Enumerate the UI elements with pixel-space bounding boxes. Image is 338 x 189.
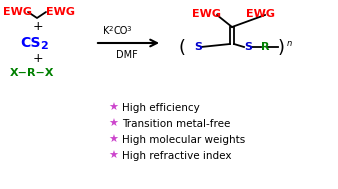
Text: ★: ★ [108,151,118,161]
Text: CS: CS [20,36,41,50]
Text: +: + [33,51,43,64]
Text: ★: ★ [108,103,118,113]
Text: 2: 2 [40,41,48,51]
Text: High molecular weights: High molecular weights [122,135,245,145]
Text: 2: 2 [109,26,113,32]
Text: CO: CO [113,26,127,36]
Text: K: K [103,26,110,36]
Text: +: + [33,20,43,33]
Text: R: R [261,42,269,52]
Text: X−R−X: X−R−X [10,68,54,78]
Text: S: S [244,42,252,52]
Text: EWG: EWG [246,9,275,19]
Text: ★: ★ [108,135,118,145]
Text: (: ( [178,39,185,57]
Text: 3: 3 [126,26,130,32]
Text: DMF: DMF [116,50,138,60]
Text: EWG: EWG [192,9,221,19]
Text: Transition metal-free: Transition metal-free [122,119,231,129]
Text: ★: ★ [108,119,118,129]
Text: High refractive index: High refractive index [122,151,232,161]
Text: n: n [287,40,292,49]
Text: EWG: EWG [3,7,32,17]
Text: S: S [194,42,202,52]
Text: ): ) [278,39,285,57]
Text: High efficiency: High efficiency [122,103,200,113]
Text: EWG: EWG [46,7,75,17]
